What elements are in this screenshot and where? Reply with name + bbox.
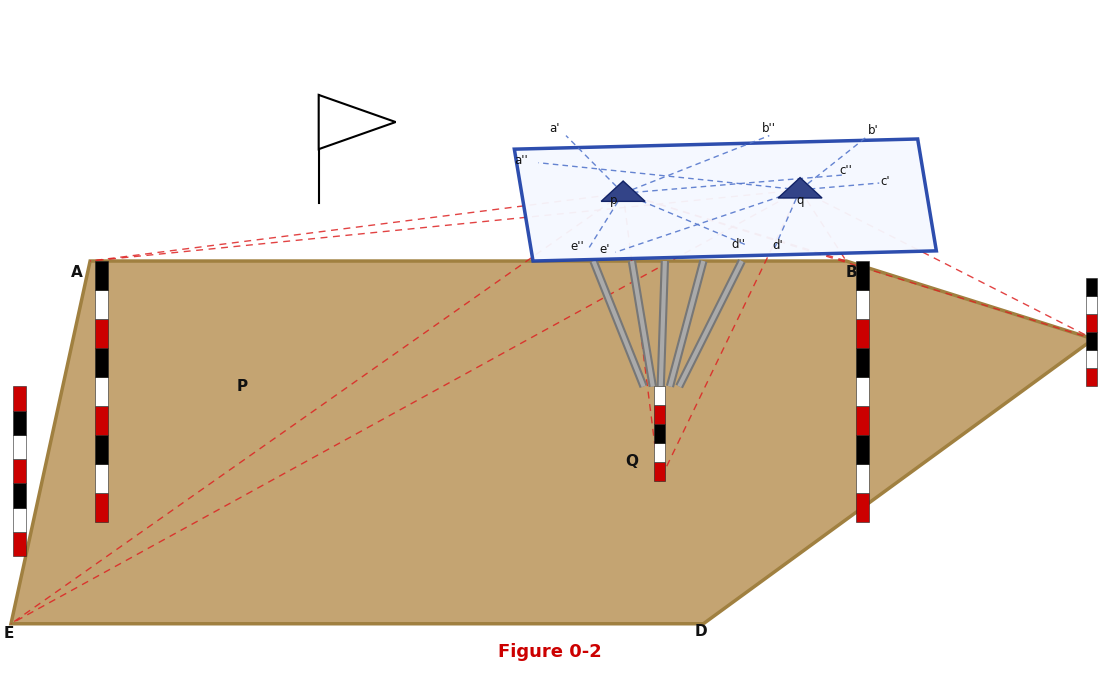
Bar: [654, 443, 665, 462]
Text: c'': c'': [840, 164, 853, 178]
Bar: [856, 435, 869, 464]
Bar: [856, 319, 869, 348]
Bar: [13, 386, 26, 411]
Bar: [856, 406, 869, 435]
Bar: [95, 348, 108, 377]
Bar: [1086, 278, 1097, 296]
Bar: [654, 462, 665, 481]
Bar: [95, 493, 108, 522]
Bar: [654, 405, 665, 424]
Text: e'': e'': [570, 240, 584, 254]
Bar: [13, 435, 26, 459]
Bar: [95, 319, 108, 348]
Polygon shape: [11, 261, 1094, 624]
Text: b'': b'': [763, 122, 776, 136]
Text: d'': d'': [732, 237, 745, 251]
Bar: [95, 464, 108, 493]
Text: A: A: [71, 265, 82, 280]
Text: q: q: [797, 193, 803, 207]
Bar: [95, 377, 108, 406]
Text: e': e': [599, 243, 610, 256]
Polygon shape: [514, 139, 936, 261]
Text: Figure 0-2: Figure 0-2: [498, 643, 601, 661]
Text: p: p: [610, 193, 617, 207]
Bar: [13, 483, 26, 508]
Polygon shape: [778, 178, 822, 198]
Bar: [1086, 368, 1097, 386]
Bar: [856, 261, 869, 290]
Bar: [95, 406, 108, 435]
Text: c': c': [880, 174, 889, 188]
Text: d': d': [773, 239, 784, 252]
Text: Q: Q: [625, 454, 639, 468]
Bar: [13, 508, 26, 532]
Bar: [1086, 351, 1097, 368]
Bar: [13, 411, 26, 435]
Polygon shape: [601, 181, 645, 201]
Polygon shape: [319, 95, 396, 149]
Bar: [13, 459, 26, 483]
Text: b': b': [868, 123, 879, 137]
Bar: [856, 493, 869, 522]
Bar: [856, 464, 869, 493]
Bar: [1086, 314, 1097, 332]
Bar: [654, 424, 665, 443]
Bar: [856, 290, 869, 319]
Text: P: P: [236, 379, 247, 394]
Bar: [856, 377, 869, 406]
Bar: [13, 532, 26, 556]
Bar: [95, 435, 108, 464]
Text: E: E: [3, 626, 14, 641]
Bar: [856, 348, 869, 377]
Text: D: D: [695, 624, 708, 639]
Bar: [95, 261, 108, 290]
Bar: [654, 386, 665, 405]
Bar: [1086, 332, 1097, 351]
Text: a'': a'': [514, 154, 528, 167]
Bar: [1086, 296, 1097, 314]
Bar: [95, 290, 108, 319]
Text: B: B: [846, 265, 857, 280]
Text: a': a': [550, 122, 560, 136]
